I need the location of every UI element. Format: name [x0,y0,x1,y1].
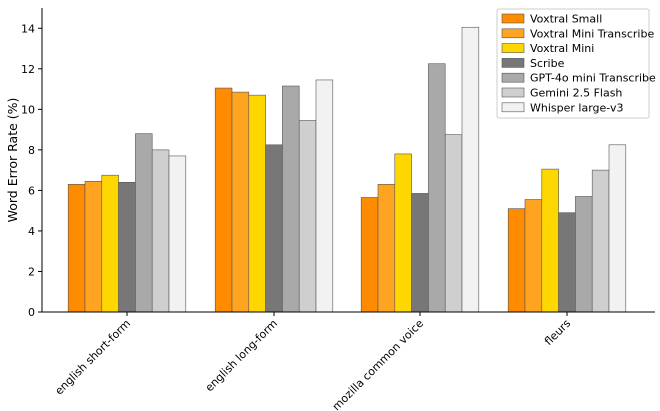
bar [428,63,446,313]
bar [558,212,576,313]
x-axis-ticks: english short-form english long-form mozil… [53,312,573,411]
bars-group [67,26,627,313]
legend-label: Whisper large-v3 [530,101,623,114]
bar [608,144,627,313]
bar [84,180,103,313]
legend-label: GPT-4o mini Transcribe [530,72,656,85]
bar [411,193,429,313]
legend-swatch [501,72,525,83]
bar [118,181,136,313]
legend-frame [496,8,650,119]
legend-label: Scribe [530,57,565,70]
bar [461,26,480,313]
bar [444,134,463,313]
legend-label: Voxtral Mini Transcribe [530,27,654,40]
bar [298,120,317,313]
legend-swatch [501,28,525,39]
bar [151,149,170,313]
bar [575,196,593,313]
legend-swatch [501,87,525,98]
x-tick-label: fleurs [542,317,573,348]
y-axis-label: Word Error Rate (%) [5,98,20,223]
bar [591,169,610,313]
bar [360,197,379,313]
legend-swatch [501,13,525,24]
bar [394,153,412,313]
bar [265,144,283,313]
y-tick-label: 6 [28,184,35,197]
x-tick-label: english long-form [203,317,280,394]
y-tick-label: 2 [28,265,35,278]
legend-label: Gemini 2.5 Flash [530,87,622,100]
legend-swatch [501,102,525,113]
legend-swatch [501,43,525,53]
bar [248,94,266,313]
bar [315,79,334,313]
bar [541,168,559,313]
x-tick-label: english short-form [53,317,134,398]
legend-swatch [501,58,525,68]
y-tick-label: 12 [21,63,35,76]
y-tick-label: 0 [28,306,35,319]
bar [231,91,250,313]
y-tick-label: 4 [28,225,35,238]
bar [507,208,526,313]
legend-label: Voxtral Mini [530,42,594,55]
bar [214,87,233,313]
legend-label: Voxtral Small [530,13,602,26]
bar [101,174,119,313]
bar [168,155,187,313]
y-tick-label: 10 [21,103,35,116]
y-axis-ticks: 0 2 4 6 8 10 12 14 [21,22,42,319]
y-tick-label: 8 [28,144,35,157]
bar [524,199,543,313]
bar [377,184,396,313]
y-tick-label: 14 [21,22,35,35]
bar [282,85,300,313]
x-tick-label: mozilla common voice [330,317,426,411]
bar [135,133,153,313]
bar [67,184,86,313]
